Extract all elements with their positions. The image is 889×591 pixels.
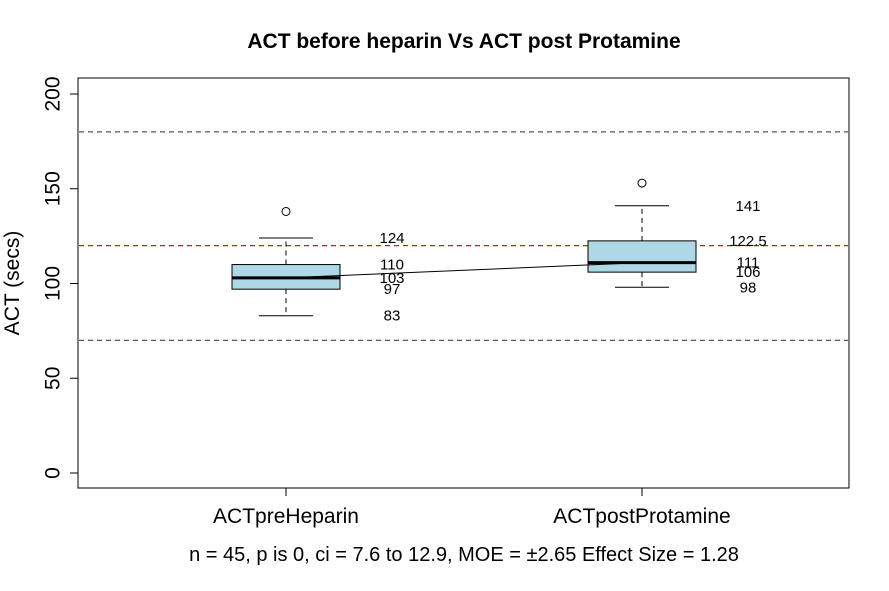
x-tick-label: ACTpreHeparin — [213, 505, 359, 528]
y-tick-label: 100 — [42, 266, 65, 301]
stat-label: 124 — [379, 230, 404, 247]
plot-frame — [77, 77, 850, 489]
plot-area: 0 50 100 150 200 ACTpreHeparin ACTpostProtamin… — [42, 76, 850, 528]
chart-subtitle: n = 45, p is 0, ci = 7.6 to 12.9, MOE = … — [189, 544, 739, 566]
stat-label: 111 — [737, 255, 760, 272]
stat-label: 122.5 — [729, 233, 767, 250]
stat-label: 98 — [740, 279, 757, 296]
outlier-point — [637, 178, 647, 188]
box-iqr — [587, 240, 697, 273]
stat-label: 110 — [380, 257, 404, 274]
stat-label: 83 — [384, 308, 401, 325]
y-tick-label: 150 — [42, 171, 65, 206]
stat-label: 97 — [384, 281, 401, 298]
y-tick-label: 200 — [42, 76, 65, 111]
outlier-point — [281, 206, 291, 216]
median-connector — [285, 262, 643, 279]
stat-label: 103 — [379, 270, 404, 287]
stat-label: 106 — [735, 264, 760, 281]
y-axis-label: ACT (secs) — [1, 231, 24, 336]
chart-title: ACT before heparin Vs ACT post Protamine — [247, 30, 680, 53]
y-tick-label: 0 — [42, 467, 65, 479]
x-tick-label: ACTpostProtamine — [553, 505, 730, 528]
stat-label: 141 — [735, 198, 760, 215]
y-tick-label: 50 — [42, 367, 65, 390]
